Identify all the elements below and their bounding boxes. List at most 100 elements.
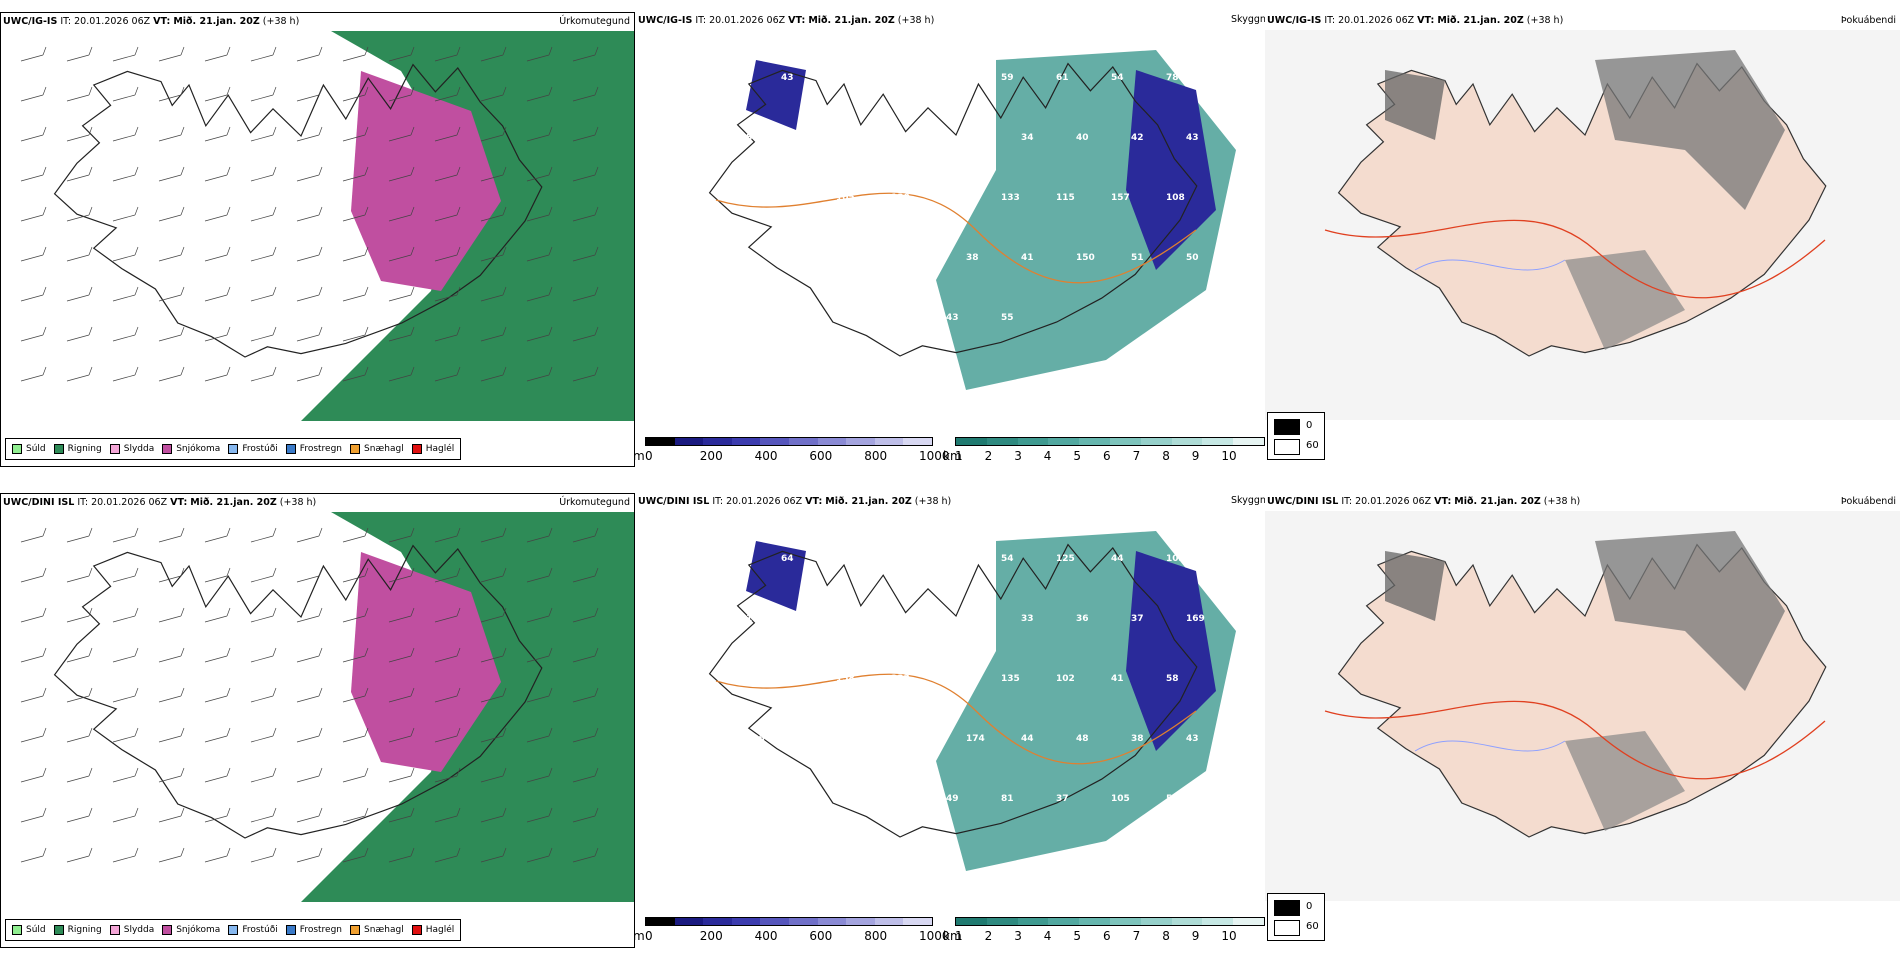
wind-barb: [388, 727, 415, 743]
legend-label: Frostregn: [299, 444, 343, 454]
cloud-base-label: 174: [966, 734, 985, 744]
cloud-base-label: 31: [966, 614, 979, 624]
wind-barb: [572, 807, 599, 823]
wind-barb: [480, 166, 507, 182]
river: [1414, 740, 1566, 752]
colorbar-tick: 0: [645, 449, 653, 463]
colorbar-tick: 9: [1191, 929, 1200, 943]
wind-barb: [66, 847, 93, 863]
wind-barb: [66, 687, 93, 703]
cloud-base-label: 115: [1056, 193, 1075, 203]
wind-barb: [434, 567, 461, 583]
cloud-base-label: 46: [891, 73, 904, 83]
wind-barb: [66, 607, 93, 623]
wind-barb: [296, 366, 323, 382]
cloud-base-label: 53: [801, 614, 814, 624]
legend-label: Frostúði: [242, 444, 278, 454]
cloud-base-label: 43: [1186, 734, 1199, 744]
colorbar-segment: [874, 918, 904, 925]
legend-swatch: [162, 444, 173, 454]
cloud-base-label: 169: [1186, 614, 1205, 624]
fog-legend-label: 0: [1306, 420, 1313, 431]
wind-barb: [434, 246, 461, 262]
wind-barb: [158, 326, 185, 342]
cloud-map: 46 64 47 50 51 54 125 44 103 100 53 53 37 31 33 36 37 169…: [636, 511, 1271, 901]
wind-barb: [388, 847, 415, 863]
wind-barb: [480, 366, 507, 382]
colorbar-segment: [1017, 918, 1049, 925]
coastline: [53, 63, 543, 358]
wind-barb: [434, 647, 461, 663]
wind-barb: [20, 166, 47, 182]
wind-barb: [434, 807, 461, 823]
colorbar-strip: [955, 917, 1265, 926]
fog-index-area: [1595, 50, 1785, 210]
fog-legend-swatch: [1274, 439, 1300, 455]
fog-legend-label: 0: [1306, 901, 1313, 912]
wind-barb: [112, 46, 139, 62]
wind-barb: [204, 86, 231, 102]
legend-swatch: [411, 444, 422, 454]
cloud-base-label: 36: [1076, 614, 1089, 624]
wind-barb: [388, 767, 415, 783]
wind-barb: [572, 86, 599, 102]
wind-barb: [342, 246, 369, 262]
colorbar-segment: [703, 438, 732, 445]
wind-barb: [158, 847, 185, 863]
legend-item: Frostregn: [285, 444, 343, 454]
colorbar-tick: 1000: [919, 449, 950, 463]
cloud-panel-row1: UWC/IG-IS IT: 20.01.2026 06Z VT: Mið. 21…: [636, 12, 1271, 467]
cloud-base-label: 38: [1131, 734, 1144, 744]
cloud-base-label: 157: [1111, 193, 1130, 203]
legend-item: Slydda: [109, 925, 154, 935]
legend-swatch: [12, 444, 22, 454]
cloud-base-label: 80: [801, 133, 814, 143]
colorbar-segment: [646, 438, 675, 445]
wind-barb: [296, 286, 323, 302]
wind-barb: [20, 647, 47, 663]
wind-barb: [20, 366, 47, 382]
fog-panel-row2: UWC/DINI ISL IT: 20.01.2026 06Z VT: Mið.…: [1265, 493, 1900, 948]
legend-swatch: [109, 925, 120, 935]
wind-barb: [158, 366, 185, 382]
cloud-base-label: 40: [1076, 133, 1089, 143]
colorbar-tick: 2: [984, 929, 993, 943]
wind-barb: [158, 527, 185, 543]
wind-barb: [342, 286, 369, 302]
colorbar-segment: [1079, 918, 1110, 925]
road: [715, 673, 1197, 765]
wind-barb: [434, 607, 461, 623]
panel-header: UWC/IG-IS IT: 20.01.2026 06Z VT: Mið. 21…: [1267, 15, 1564, 26]
wind-barb: [480, 206, 507, 222]
panel-title: Úrkomutegund: [559, 16, 630, 27]
wind-barb: [66, 46, 93, 62]
legend-label: Rigning: [67, 444, 102, 454]
wind-barb: [66, 647, 93, 663]
legend-item: Súld: [12, 925, 46, 935]
colorbar-unit: m: [633, 929, 645, 943]
cloud-base-label: 40: [836, 73, 849, 83]
colorbar-tick: 8: [1162, 449, 1170, 463]
wind-barb: [526, 46, 553, 62]
cloud-base-label: 125: [1056, 554, 1075, 564]
wind-barb: [480, 246, 507, 262]
wind-barb: [434, 326, 461, 342]
wind-barb: [20, 607, 47, 623]
wind-barb: [572, 286, 599, 302]
wind-barb: [20, 86, 47, 102]
wind-barb: [526, 126, 553, 142]
cloud-map: 60 43 40 46 48 59 61 54 78 80 80 69 116 36 34 40 42 43 131…: [636, 30, 1271, 420]
legend-swatch: [228, 925, 239, 935]
wind-barb: [250, 46, 277, 62]
wind-barb: [572, 46, 599, 62]
cloud-base-label: 150: [1076, 253, 1095, 263]
wind-barb: [250, 687, 277, 703]
cloud-base-label: 80: [746, 133, 759, 143]
wind-barb: [526, 847, 553, 863]
colorbar-segment: [846, 918, 875, 925]
cloud-base-label: 42: [891, 794, 904, 804]
wind-barb: [296, 206, 323, 222]
colorbar-segment: [1140, 918, 1172, 925]
colorbar-segment: [1048, 918, 1080, 925]
wind-barb: [204, 246, 231, 262]
